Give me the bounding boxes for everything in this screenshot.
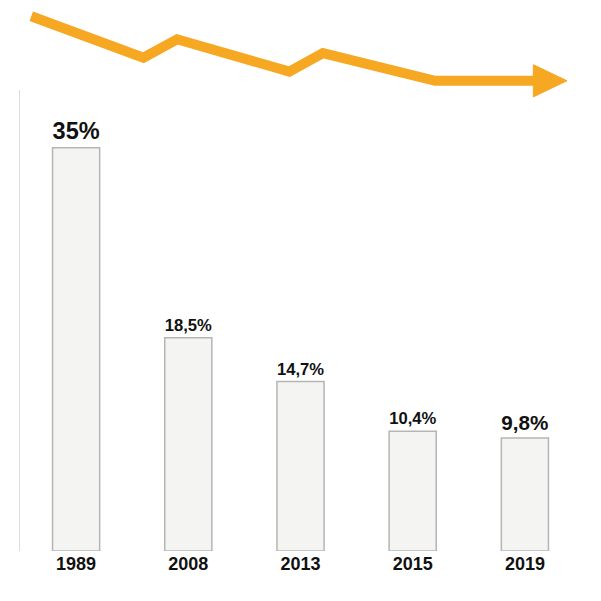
- svg-text:35%: 35%: [53, 118, 100, 144]
- svg-text:2019: 2019: [505, 554, 545, 574]
- svg-text:1989: 1989: [56, 554, 96, 574]
- svg-text:2008: 2008: [168, 554, 208, 574]
- svg-text:18,5%: 18,5%: [165, 316, 212, 335]
- svg-text:2013: 2013: [280, 554, 320, 574]
- svg-text:14,7%: 14,7%: [277, 360, 324, 379]
- svg-text:2015: 2015: [393, 554, 433, 574]
- svg-text:10,4%: 10,4%: [389, 409, 436, 428]
- svg-text:9,8%: 9,8%: [501, 411, 548, 434]
